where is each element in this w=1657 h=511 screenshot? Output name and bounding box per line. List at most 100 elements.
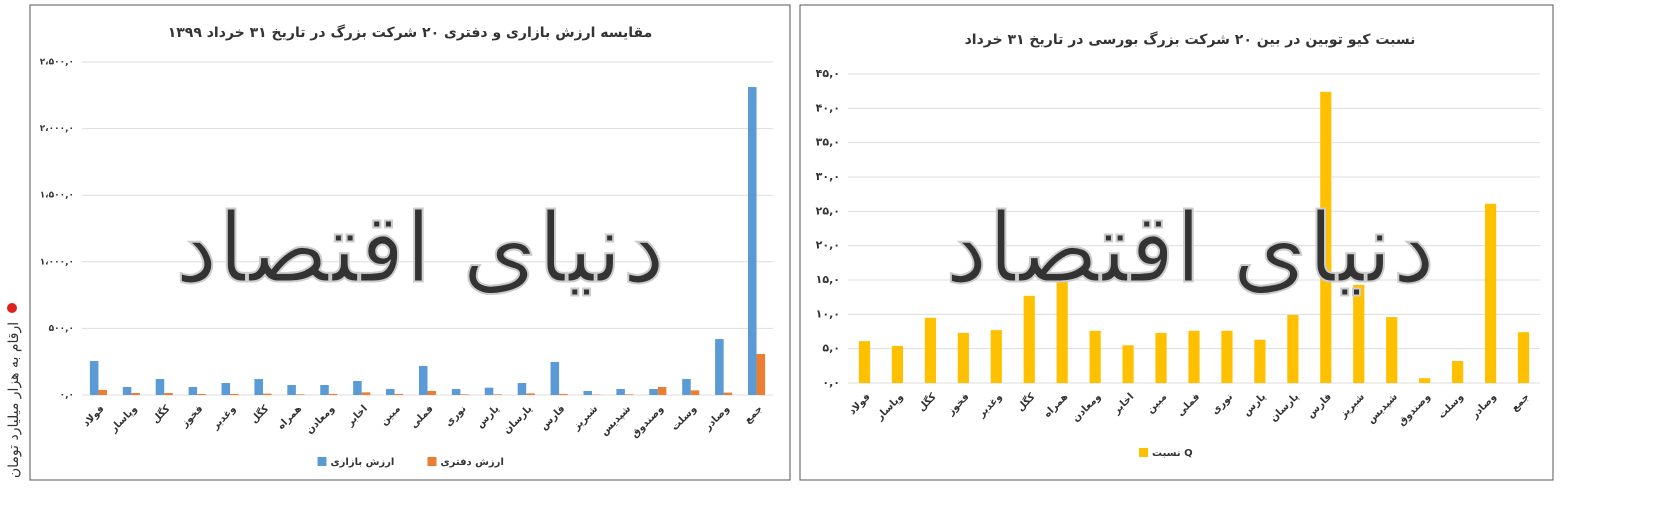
bar [254, 379, 263, 395]
bar [484, 387, 494, 395]
x-tick-label: وپاسار [874, 391, 906, 423]
x-tick-label: کگل [149, 402, 173, 426]
bar [1122, 345, 1134, 383]
y-tick-label: ۳۰,۰ [816, 170, 840, 183]
bar [295, 394, 305, 395]
x-tick-label: کگل [1014, 390, 1038, 414]
bar [583, 391, 593, 395]
bar [1023, 295, 1035, 383]
bar [131, 393, 140, 395]
bar [526, 393, 535, 395]
bar [262, 393, 272, 395]
bar [197, 393, 206, 395]
legend-label: نسبت Q [1152, 448, 1193, 459]
x-tick-label: فارس [538, 403, 567, 432]
y-tick-label: ۲،۵۰۰,۰ [40, 58, 74, 68]
chart-title: نسبت کیو توبین در بین ۲۰ شرکت بزرگ بورسی… [965, 31, 1416, 48]
x-tick-label: مبین [379, 403, 403, 427]
y-tick-label: ۰,۰ [822, 376, 840, 389]
bar [1188, 330, 1200, 383]
bar [1320, 91, 1332, 383]
y-tick-label: ۲۰,۰ [816, 239, 840, 252]
x-tick-label: پارسان [502, 403, 535, 436]
x-tick-label: مبین [1145, 391, 1169, 415]
x-tick-label: فملی [409, 403, 436, 430]
bar [891, 345, 904, 383]
bar [328, 393, 338, 395]
y-tick-label: ۱،۵۰۰,۰ [40, 191, 74, 201]
bar [122, 387, 132, 395]
bar [1452, 361, 1464, 383]
x-tick-label: ومعادن [304, 403, 337, 436]
watermark: دنیای اقتصاد [175, 192, 665, 304]
bar [858, 341, 871, 383]
side-note: ارقام به هزار میلیارد تومان [6, 322, 22, 478]
bar [616, 389, 625, 395]
x-tick-label: پارسان [1268, 391, 1301, 424]
bar [1056, 273, 1068, 383]
watermark: دنیای اقتصاد [945, 192, 1435, 304]
y-tick-label: ۱۰,۰ [816, 307, 840, 320]
bar [98, 389, 108, 395]
y-tick-label: ۵,۰ [822, 342, 840, 355]
x-tick-label: وغدیر [976, 391, 1005, 420]
bar [155, 379, 165, 395]
bar [747, 87, 757, 396]
legend-swatch [427, 457, 437, 466]
bar [1221, 330, 1233, 383]
y-tick-label: ۱۵,۰ [816, 273, 840, 286]
bar [957, 332, 969, 383]
y-tick-label: ۳۵,۰ [816, 136, 840, 149]
x-tick-label: وصندوق [1396, 391, 1433, 428]
x-tick-label: همراه [276, 403, 304, 431]
bar [1353, 284, 1365, 383]
x-tick-label: فخوز [945, 391, 972, 418]
bar [164, 393, 173, 395]
x-tick-label: پارس [475, 403, 502, 430]
x-tick-label: اخابر [344, 403, 370, 429]
chart-frame [29, 4, 791, 481]
bar [990, 330, 1002, 383]
bar [1386, 317, 1398, 383]
legend-swatch [317, 457, 327, 466]
x-tick-label: وسلت [669, 403, 698, 432]
legend-swatch [1139, 448, 1148, 457]
y-tick-label: ۵۰۰,۰ [49, 324, 74, 334]
x-tick-label: اخابر [1111, 391, 1137, 417]
x-tick-label: فولاد [81, 403, 107, 429]
chart-title: مقایسه ارزش بازاری و دفتری ۲۰ شرکت بزرگ … [168, 24, 653, 41]
x-tick-label: شبریز [1337, 391, 1367, 421]
bar [89, 361, 99, 395]
bar [550, 361, 560, 395]
bar [624, 394, 634, 395]
x-tick-label: وپاسار [108, 403, 140, 435]
y-tick-label: ۱،۰۰۰,۰ [40, 257, 74, 267]
bar [1089, 330, 1101, 383]
x-tick-label: وصندوق [629, 403, 666, 440]
x-tick-label: وصادر [702, 403, 732, 433]
x-tick-label: جمع [1509, 391, 1531, 413]
bar [493, 394, 502, 395]
x-tick-label: فخوز [179, 403, 206, 430]
x-tick-label: نوری [1210, 391, 1235, 416]
bar [756, 353, 766, 395]
bar [715, 339, 724, 395]
bar [353, 381, 362, 395]
bar [230, 393, 239, 395]
x-tick-label: کگل [915, 390, 939, 414]
bar [394, 393, 404, 395]
x-tick-label: فملی [1175, 391, 1202, 418]
x-tick-label: نوری [443, 403, 468, 428]
x-tick-label: همراه [1042, 391, 1070, 419]
note-dot [7, 303, 17, 313]
bar [386, 389, 395, 395]
bar [460, 394, 469, 395]
x-tick-label: فارس [1305, 391, 1334, 420]
bar [287, 385, 296, 395]
x-tick-label: پارس [1241, 391, 1268, 418]
x-tick-label: وسلت [1436, 391, 1465, 420]
bar [517, 383, 527, 395]
bar [221, 383, 231, 395]
